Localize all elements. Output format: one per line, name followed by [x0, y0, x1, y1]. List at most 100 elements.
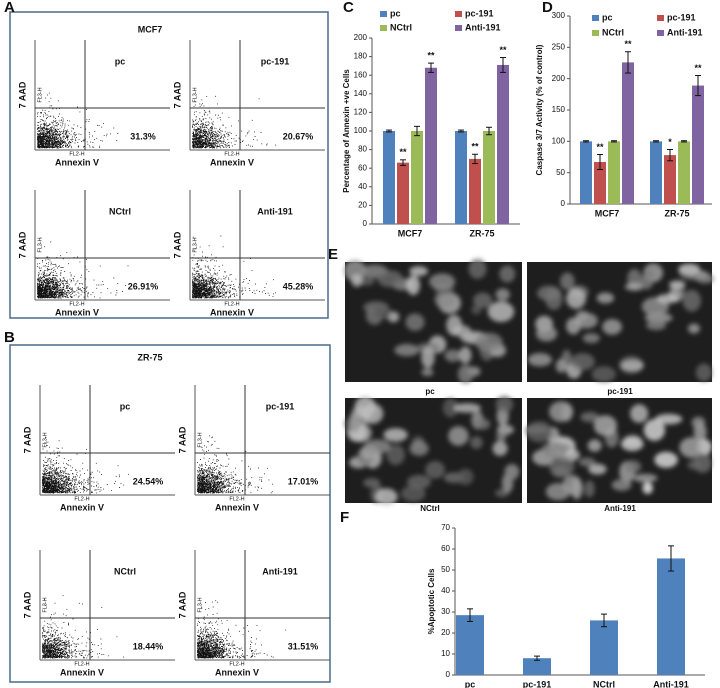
y-channel: FL3-H [37, 237, 43, 252]
significance: ** [471, 142, 479, 152]
error-bar [667, 148, 673, 162]
cell [633, 473, 658, 483]
cell [453, 403, 481, 413]
panel-label: C [343, 0, 354, 16]
cell [582, 333, 600, 344]
cell [351, 274, 363, 287]
error-bar [597, 153, 603, 171]
percent-label: 17.01% [288, 476, 319, 486]
significance: ** [499, 45, 507, 55]
cell [386, 444, 405, 466]
bar [692, 85, 704, 204]
y-tick-label: 0 [363, 219, 368, 228]
x-tick-label: NCtrl [593, 679, 615, 688]
y-channel: FL3-H [192, 237, 198, 252]
cells [343, 258, 516, 384]
x-channel: FL2-H [229, 496, 244, 502]
bar [469, 158, 481, 224]
cell [654, 451, 678, 468]
bar [483, 131, 495, 224]
scatter-dots [37, 237, 129, 299]
cells [344, 395, 520, 506]
y-label: 7 AAD [172, 81, 182, 108]
x-channel: FL2-H [224, 301, 239, 307]
error-bar [653, 140, 659, 143]
y-tick-label: 80 [358, 145, 367, 154]
percent-label: 24.54% [133, 476, 164, 486]
cell [475, 418, 491, 430]
cell [549, 456, 575, 477]
legend-swatch [657, 30, 664, 36]
cell [387, 311, 400, 323]
cell [693, 453, 712, 473]
cell [566, 288, 587, 309]
x-tick-label: MCF7 [398, 228, 423, 238]
cell [421, 346, 435, 369]
x-tick-label: pc [465, 679, 476, 688]
cell [406, 275, 421, 296]
bar [383, 131, 395, 224]
x-label: Annexin V [210, 157, 254, 167]
cell [570, 353, 595, 371]
cell [361, 403, 384, 424]
cell [593, 415, 617, 436]
cell [421, 368, 434, 377]
cell [406, 474, 432, 489]
percent-label: 31.51% [288, 641, 319, 651]
bar [608, 141, 620, 204]
cell [591, 366, 616, 383]
y-tick-label: 140 [354, 89, 368, 98]
y-label: 7 AAD [22, 426, 32, 453]
error-bar [414, 125, 420, 137]
cell [696, 273, 714, 284]
panel-label: F [340, 509, 349, 526]
cell [458, 346, 472, 364]
bar [456, 615, 484, 675]
error-bar [534, 655, 540, 661]
bar [657, 558, 685, 675]
cell [624, 460, 642, 474]
percent-label: 26.91% [128, 281, 159, 291]
y-channel: FL3-H [197, 597, 203, 612]
panel-label: B [4, 329, 15, 346]
y-tick-label: 0 [446, 670, 451, 679]
significance: ** [399, 147, 407, 157]
cell [496, 431, 507, 442]
cell [695, 363, 712, 382]
cell [620, 436, 644, 451]
legend-label: Anti-191 [465, 22, 501, 32]
panel-label: A [4, 0, 15, 16]
y-label: 7 AAD [17, 81, 27, 108]
percent-label: 18.44% [133, 641, 164, 651]
cell [656, 293, 678, 304]
x-tick-label: ZR-75 [664, 208, 689, 218]
error-bar [472, 153, 478, 165]
y-tick-label: 10 [441, 649, 450, 658]
cell [575, 312, 598, 329]
error-bar [486, 126, 492, 136]
y-tick-label: 30 [441, 607, 450, 616]
percent-label: 45.28% [283, 281, 314, 291]
cell [394, 343, 420, 357]
error-bar [400, 159, 406, 166]
y-tick-label: 250 [552, 42, 566, 51]
scatter-dots [197, 600, 287, 659]
x-channel: FL2-H [74, 496, 89, 502]
legend-label: pc-191 [667, 12, 696, 22]
bar [455, 131, 467, 224]
y-channel: FL3-H [192, 87, 198, 102]
x-channel: FL2-H [69, 151, 84, 157]
sample-name: pc [120, 401, 131, 411]
y-tick-label: 40 [441, 586, 450, 595]
legend-swatch [380, 25, 387, 31]
cell [505, 466, 519, 480]
cell [537, 285, 562, 301]
y-channel: FL3-H [37, 87, 43, 102]
x-label: Annexin V [60, 667, 104, 677]
x-label: Annexin V [55, 157, 99, 167]
cell [566, 317, 581, 335]
bar [650, 141, 662, 204]
cell [373, 305, 391, 320]
sample-name: pc [115, 56, 126, 66]
sample-name: pc-191 [266, 401, 295, 411]
